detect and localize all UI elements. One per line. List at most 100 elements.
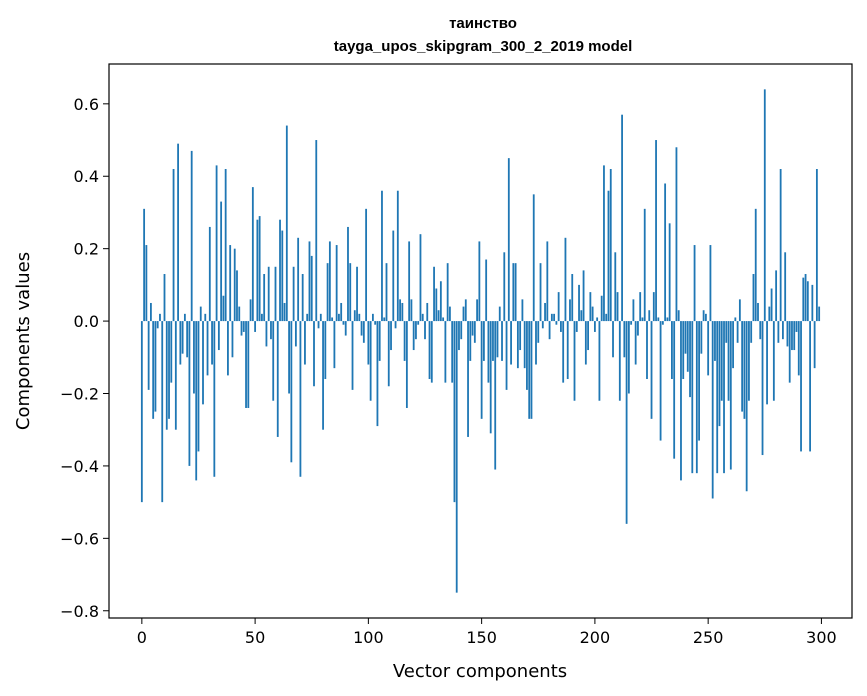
bar-62 [281, 230, 284, 322]
bar-219 [637, 321, 639, 336]
bar-34 [217, 321, 220, 351]
bar-162 [507, 158, 510, 322]
bar-158 [498, 306, 501, 322]
bar-181 [550, 313, 553, 322]
bar-296 [811, 284, 814, 322]
bar-232 [666, 317, 669, 322]
bar-177 [541, 321, 544, 329]
bar-210 [616, 292, 619, 322]
bar-136 [449, 306, 451, 322]
bar-28 [204, 313, 207, 322]
bar-145 [469, 321, 472, 361]
bar-82 [326, 263, 329, 322]
bar-38 [227, 321, 229, 376]
bar-163 [510, 321, 512, 365]
bar-164 [512, 263, 515, 322]
bar-54 [263, 274, 266, 322]
bar-202 [598, 321, 601, 401]
bar-40 [231, 321, 234, 358]
bar-21 [188, 321, 191, 466]
bar-263 [736, 321, 739, 343]
bar-249 [704, 313, 707, 322]
bar-49 [251, 187, 254, 322]
bar-7 [156, 321, 159, 329]
bar-123 [419, 234, 422, 322]
bar-224 [648, 310, 651, 322]
bar-205 [605, 313, 608, 322]
bar-61 [279, 219, 281, 322]
bar-8 [159, 313, 161, 322]
bar-63 [283, 302, 286, 322]
bar-146 [471, 321, 474, 336]
bar-272 [757, 302, 759, 322]
bars-group [140, 89, 821, 593]
bar-64 [285, 125, 288, 322]
bar-147 [473, 321, 476, 343]
bar-204 [603, 165, 605, 322]
bar-201 [596, 317, 599, 322]
x-tick-label: 100 [353, 628, 384, 647]
bar-194 [580, 310, 583, 322]
bar-37 [224, 169, 227, 322]
bar-70 [299, 321, 302, 477]
bar-241 [686, 321, 689, 372]
bar-141 [460, 321, 463, 340]
bar-125 [424, 321, 426, 340]
bar-19 [183, 313, 186, 322]
bar-214 [625, 321, 628, 524]
bar-290 [797, 321, 800, 376]
bar-139 [455, 321, 458, 593]
bar-85 [333, 321, 336, 369]
bar-196 [584, 321, 587, 365]
bar-13 [170, 321, 173, 383]
bar-279 [772, 321, 775, 401]
bar-216 [630, 321, 633, 325]
bar-178 [544, 302, 546, 322]
bar-200 [593, 321, 596, 332]
bar-248 [702, 310, 705, 322]
bar-106 [381, 190, 383, 322]
bar-240 [684, 321, 687, 354]
bar-41 [233, 248, 236, 322]
bar-100 [367, 321, 370, 365]
bar-233 [668, 223, 671, 322]
bar-142 [462, 306, 465, 322]
bar-222 [643, 208, 646, 322]
y-tick-label: −0.4 [60, 457, 99, 476]
bar-238 [680, 321, 682, 481]
bar-259 [727, 321, 730, 401]
x-tick-label: 250 [693, 628, 724, 647]
bar-207 [609, 169, 612, 322]
bar-261 [732, 321, 734, 369]
bar-166 [516, 321, 519, 369]
bar-148 [476, 299, 479, 322]
bar-237 [677, 310, 680, 322]
bar-111 [392, 230, 395, 322]
bar-185 [560, 321, 562, 332]
y-tick-label: −0.2 [60, 385, 99, 404]
bar-17 [179, 321, 182, 365]
bar-152 [485, 259, 488, 322]
bar-5 [152, 321, 155, 419]
bar-31 [211, 321, 213, 365]
bar-76 [313, 321, 315, 387]
bar-227 [655, 140, 657, 322]
bar-171 [528, 321, 531, 419]
bar-44 [240, 321, 243, 336]
bar-107 [383, 317, 386, 322]
bar-114 [399, 299, 401, 322]
bar-253 [714, 321, 716, 361]
x-axis-ticks: 0 50 100 150 200 250 300 [137, 618, 837, 647]
bar-291 [800, 321, 802, 452]
y-tick-label: 0.4 [74, 167, 99, 186]
bar-32 [213, 321, 216, 477]
bar-150 [480, 321, 483, 419]
bar-208 [612, 321, 614, 358]
bar-159 [501, 321, 503, 361]
x-tick-label: 0 [137, 628, 147, 647]
bar-217 [632, 299, 635, 322]
bar-80 [322, 321, 324, 430]
bar-11 [165, 321, 168, 430]
bar-203 [600, 295, 603, 322]
bar-66 [290, 321, 293, 463]
